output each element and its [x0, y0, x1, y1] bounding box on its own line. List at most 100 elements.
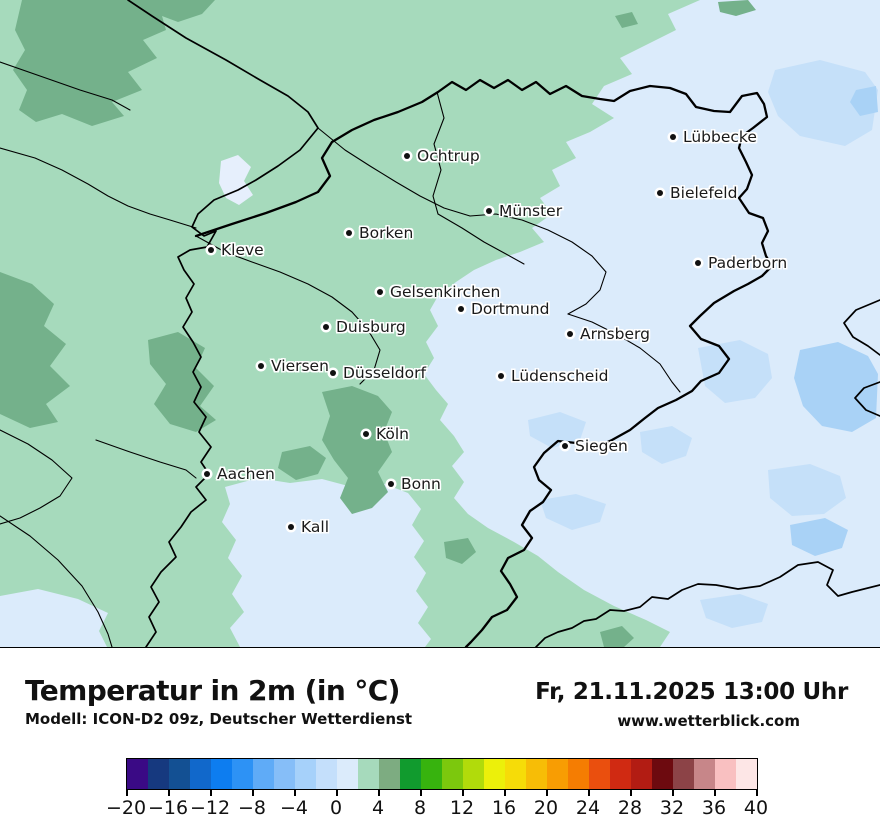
colorbar-tick-label: −16	[147, 797, 189, 819]
map-patch-mediumblue	[794, 342, 878, 432]
city-label: Siegen	[575, 437, 628, 455]
map-patch-sage-small	[600, 626, 634, 647]
city-dot	[695, 260, 701, 266]
colorbar-tick-label: 40	[743, 797, 769, 819]
city-marker-bielefeld: Bielefeld	[657, 184, 737, 202]
colorbar-tick	[210, 789, 212, 796]
city-dot	[330, 370, 336, 376]
city-dot	[377, 289, 383, 295]
city-dot	[567, 331, 573, 337]
city-marker-duisburg: Duisburg	[323, 318, 406, 336]
city-marker-paderborn: Paderborn	[695, 254, 787, 272]
city-label: Münster	[499, 202, 563, 220]
city-dot	[388, 481, 394, 487]
map-patch-sage-small	[278, 446, 326, 480]
map-patch-sage-nl	[13, 0, 215, 126]
map-patch-lightblue	[768, 60, 878, 146]
se-neighbor-border-path	[535, 561, 880, 647]
colorbar-segment	[127, 759, 148, 789]
east-border-fragment	[854, 381, 880, 417]
map-region-sw-cold	[0, 589, 108, 647]
map-patch-lightblue	[768, 464, 846, 516]
map-patch-lightblue	[528, 412, 586, 448]
colorbar-segment	[316, 759, 337, 789]
colorbar-segment	[652, 759, 673, 789]
colorbar-tick	[462, 789, 464, 796]
city-marker-gelsenkirchen: Gelsenkirchen	[377, 283, 500, 301]
district-border-path	[95, 439, 197, 479]
colorbar-tick-label: −20	[105, 797, 147, 819]
district-border-path	[567, 313, 681, 393]
city-dot	[363, 431, 369, 437]
colorbar-tick-label: 0	[329, 797, 343, 819]
colorbar-segment	[169, 759, 190, 789]
district-border-path	[0, 61, 131, 111]
city-label: Viersen	[271, 357, 329, 375]
colorbar-tick	[630, 789, 632, 796]
city-label: Gelsenkirchen	[390, 283, 501, 301]
colorbar-labels: −20 −16 −12 −8 −4 0 4 8 12 16 20 24 28 32 36 40	[106, 797, 768, 821]
city-marker-siegen: Siegen	[562, 437, 628, 455]
colorbar-segment	[526, 759, 547, 789]
colorbar-tick	[756, 789, 758, 796]
colorbar-segment	[694, 759, 715, 789]
city-dot	[458, 306, 464, 312]
colorbar-tick-label: −12	[189, 797, 231, 819]
colorbar-tick-label: 36	[701, 797, 727, 819]
city-dot	[562, 443, 568, 449]
map-patch-sage-small	[615, 12, 638, 28]
colorbar-segment	[400, 759, 421, 789]
city-label: Düsseldorf	[343, 364, 426, 382]
colorbar-tick	[126, 789, 128, 796]
city-dot	[346, 230, 352, 236]
city-dot	[323, 324, 329, 330]
city-dot	[486, 208, 492, 214]
city-label: Köln	[376, 425, 410, 443]
city-label: Borken	[359, 224, 414, 242]
city-marker-arnsberg: Arnsberg	[567, 325, 650, 343]
city-marker-dortmund: Dortmund	[458, 300, 549, 318]
colorbar-tick-label: 16	[491, 797, 517, 819]
website-credit: www.wetterblick.com	[617, 712, 800, 730]
colorbar-tick	[714, 789, 716, 796]
city-dot	[208, 247, 214, 253]
city-label: Kleve	[221, 241, 264, 259]
city-label: Bonn	[401, 475, 441, 493]
city-label: Bielefeld	[670, 184, 738, 202]
colorbar-segment	[190, 759, 211, 789]
colorbar-tick-label: 24	[575, 797, 601, 819]
colorbar-tick-label: −4	[279, 797, 308, 819]
city-marker-kleve: Kleve	[208, 241, 264, 259]
city-marker-bonn: Bonn	[388, 475, 441, 493]
map-region-eifel-cold	[222, 478, 431, 647]
colorbar-segment	[463, 759, 484, 789]
colorbar-segment	[421, 759, 442, 789]
city-marker-aachen: Aachen	[204, 465, 275, 483]
city-label: Aachen	[217, 465, 275, 483]
city-marker-muenster: Münster	[486, 202, 562, 220]
district-border-path	[437, 213, 525, 265]
colorbar-segment	[610, 759, 631, 789]
colorbar-tick-label: 32	[659, 797, 685, 819]
city-label: Arnsberg	[580, 325, 650, 343]
city-marker-viersen: Viersen	[258, 357, 329, 375]
colorbar-segment	[253, 759, 274, 789]
colorbar-segment	[211, 759, 232, 789]
colorbar-segment	[715, 759, 736, 789]
city-dot	[258, 363, 264, 369]
colorbar-segment	[631, 759, 652, 789]
map-patch-lightblue	[640, 426, 692, 464]
colorbar-segment	[274, 759, 295, 789]
colorbar-tick	[252, 789, 254, 796]
page-title: Temperatur in 2m (in °C)	[25, 674, 400, 707]
colorbar-tick-label: 8	[413, 797, 427, 819]
colorbar-tick	[336, 789, 338, 796]
city-marker-koeln: Köln	[363, 425, 409, 443]
map-patch-pale	[219, 155, 253, 205]
colorbar-segment	[484, 759, 505, 789]
map-region-mint	[0, 0, 700, 647]
colorbar-tick	[546, 789, 548, 796]
map-patch-sage-koeln	[322, 386, 392, 514]
city-label: Dortmund	[471, 300, 550, 318]
map-patch-lightblue	[698, 340, 772, 403]
